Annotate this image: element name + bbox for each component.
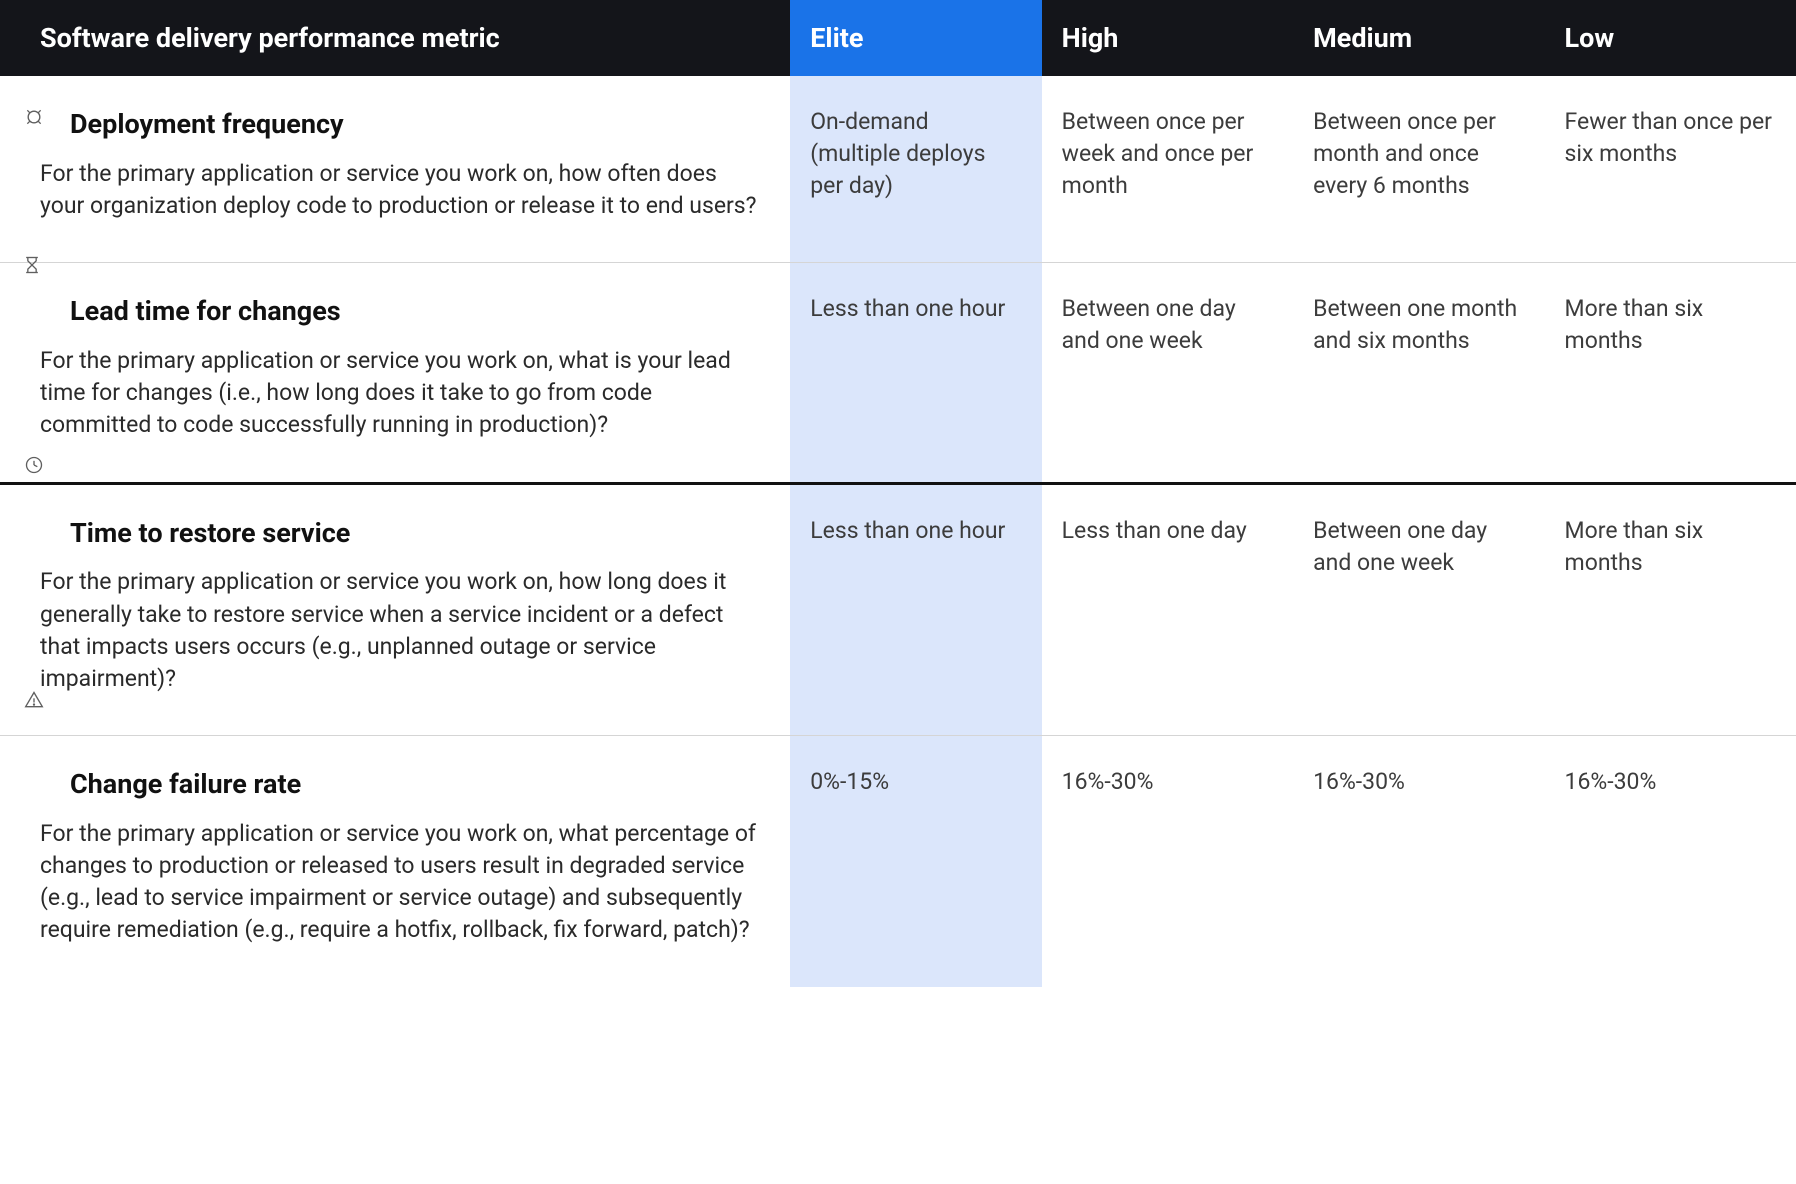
metric-desc: For the primary application or service y…: [40, 158, 760, 222]
cell-medium: Between one month and six months: [1293, 263, 1544, 483]
warning-triangle-icon: [24, 687, 44, 707]
metric-desc: For the primary application or service y…: [40, 345, 760, 442]
cell-elite: On-demand (multiple deploys per day): [790, 76, 1041, 263]
metric-cell: Deployment frequency For the primary app…: [0, 76, 790, 263]
row-deployment-frequency: Deployment frequency For the primary app…: [0, 76, 1796, 263]
metric-cell: Change failure rate For the primary appl…: [0, 736, 790, 987]
dora-metrics-table: Software delivery performance metric Eli…: [0, 0, 1796, 987]
cell-medium: Between one day and one week: [1293, 483, 1544, 736]
cell-medium: Between once per month and once every 6 …: [1293, 76, 1544, 263]
metric-title: Deployment frequency: [70, 106, 760, 144]
cell-low: 16%-30%: [1545, 736, 1796, 987]
metric-desc: For the primary application or service y…: [40, 566, 760, 695]
cell-elite: Less than one hour: [790, 263, 1041, 483]
metric-title: Lead time for changes: [70, 293, 760, 331]
row-restore-time: Time to restore service For the primary …: [0, 483, 1796, 736]
cell-high: Between once per week and once per month: [1042, 76, 1293, 263]
row-change-failure-rate: Change failure rate For the primary appl…: [0, 736, 1796, 987]
cell-medium: 16%-30%: [1293, 736, 1544, 987]
currency-icon: [24, 104, 44, 124]
table-header-row: Software delivery performance metric Eli…: [0, 0, 1796, 76]
row-lead-time: Lead time for changes For the primary ap…: [0, 263, 1796, 483]
header-metric: Software delivery performance metric: [0, 0, 790, 76]
header-low: Low: [1545, 0, 1796, 76]
clock-icon: [24, 452, 44, 472]
header-high: High: [1042, 0, 1293, 76]
metric-desc: For the primary application or service y…: [40, 818, 760, 947]
header-elite: Elite: [790, 0, 1041, 76]
cell-low: Fewer than once per six months: [1545, 76, 1796, 263]
cell-elite: Less than one hour: [790, 483, 1041, 736]
cell-low: More than six months: [1545, 483, 1796, 736]
cell-low: More than six months: [1545, 263, 1796, 483]
cell-high: 16%-30%: [1042, 736, 1293, 987]
metric-cell: Lead time for changes For the primary ap…: [0, 263, 790, 483]
header-medium: Medium: [1293, 0, 1544, 76]
cell-high: Between one day and one week: [1042, 263, 1293, 483]
metric-cell: Time to restore service For the primary …: [0, 483, 790, 736]
metric-title: Change failure rate: [70, 766, 760, 804]
cell-elite: 0%-15%: [790, 736, 1041, 987]
metric-title: Time to restore service: [70, 515, 760, 553]
cell-high: Less than one day: [1042, 483, 1293, 736]
